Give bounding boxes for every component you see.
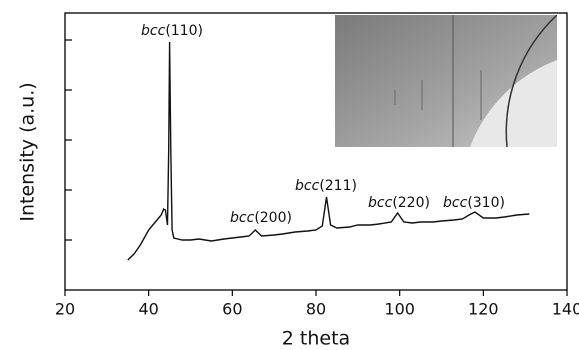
x-tick-label: 100 xyxy=(384,300,415,319)
peak-annotation: bcc(220) xyxy=(368,195,430,211)
peak-annotation: bcc(211) xyxy=(295,178,357,194)
y-axis-label: Intensity (a.u.) xyxy=(17,82,39,221)
annotation-plane: (110) xyxy=(165,23,203,39)
x-tick-label: 120 xyxy=(468,300,499,319)
annotation-plane: (220) xyxy=(392,195,430,211)
peak-annotation: bcc(110) xyxy=(141,23,203,39)
chart: 2 theta Intensity (a.u.) 20 40 60 80 100 120 1… xyxy=(0,0,579,350)
annotation-phase: bcc xyxy=(230,210,255,226)
x-tick-label: 40 xyxy=(138,300,158,319)
annotation-phase: bcc xyxy=(141,23,166,39)
peak-annotation: bcc(310) xyxy=(443,195,505,211)
annotation-plane: (200) xyxy=(254,210,292,226)
annotation-phase: bcc xyxy=(443,195,468,211)
x-tick-label: 140 xyxy=(552,300,579,319)
x-tick-label: 80 xyxy=(306,300,326,319)
annotation-phase: bcc xyxy=(368,195,393,211)
x-tick-label: 60 xyxy=(222,300,242,319)
inset-image xyxy=(335,15,557,147)
peak-annotation: bcc(200) xyxy=(230,210,292,226)
annotation-plane: (211) xyxy=(319,178,357,194)
annotation-phase: bcc xyxy=(295,178,320,194)
annotation-plane: (310) xyxy=(467,195,505,211)
x-tick-label: 20 xyxy=(55,300,75,319)
x-axis-label: 2 theta xyxy=(282,328,350,350)
